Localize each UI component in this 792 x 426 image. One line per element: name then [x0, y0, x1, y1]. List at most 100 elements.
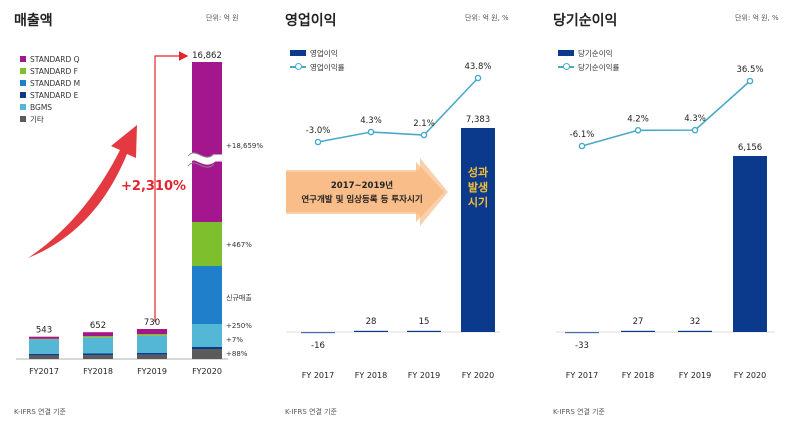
annotation-standard-q: +18,659%: [226, 142, 263, 150]
revenue-bar-segment-standard-m: [192, 266, 222, 324]
op-profit-footnote: K-IFRS 연결 기준: [285, 408, 337, 416]
net-income-footnote: K-IFRS 연결 기준: [553, 408, 605, 416]
net-income-title: 당기순이익: [553, 13, 618, 29]
op-profit-chart: -16 FY 2017 28 FY 2018 15 FY 2019 7,383 FY 2020…: [286, 62, 500, 380]
legend-label: BGMS: [30, 102, 53, 112]
revenue-value-label: 730: [144, 318, 160, 328]
revenue-category-label: FY2020: [192, 367, 222, 376]
category-label: FY 2020: [734, 371, 766, 380]
bar: [678, 330, 712, 332]
revenue-category-label: FY2019: [137, 367, 167, 376]
margin-point: [634, 126, 642, 134]
category-label: FY 2018: [622, 371, 654, 380]
category-label: FY 2019: [408, 371, 440, 380]
legend-item-other: 기타: [20, 113, 44, 125]
margin-point: [314, 138, 322, 146]
legend-label: STANDARD E: [30, 90, 79, 100]
annotation-standard-f: +467%: [226, 241, 252, 249]
annotation-standard-e: +7%: [226, 336, 243, 344]
op-profit-title: 영업이익: [285, 13, 337, 29]
revenue-footnote: K-IFRS 연결 기준: [14, 408, 66, 416]
revenue-value-labels: 543 652 730 16,862: [36, 51, 222, 336]
revenue-value-label: 16,862: [192, 51, 222, 61]
revenue-bar-segment-other: [137, 354, 167, 359]
revenue-bar-segment-standard-q: [137, 329, 167, 335]
bar: [354, 330, 388, 332]
legend-label: 당기순이익: [578, 48, 613, 58]
revenue-bar-segment-standard-q: [83, 332, 113, 337]
revenue-unit: 단위: 억 원: [206, 14, 239, 22]
bar-value-label: 15: [419, 317, 430, 327]
performance-period-word: 시기: [468, 195, 488, 209]
revenue-bar-segment-standard-e: [192, 347, 222, 349]
legend-label: 기타: [30, 114, 44, 124]
legend-swatch: [558, 50, 574, 56]
legend-item-net-income: 당기순이익: [558, 47, 613, 59]
annotation-bgms: +250%: [226, 322, 252, 330]
legend-label: STANDARD Q: [30, 54, 80, 64]
margin-point: [691, 126, 699, 134]
revenue-bar-segment-bgms: [192, 324, 222, 347]
growth-arrow: [28, 125, 137, 258]
revenue-bar-segment-standard-f: [137, 334, 167, 336]
margin-label: 43.8%: [464, 62, 491, 72]
category-label: FY 2020: [462, 371, 494, 380]
margin-line: [581, 80, 751, 147]
category-label: FY 2018: [355, 371, 387, 380]
revenue-value-label: 543: [36, 326, 52, 336]
category-label: FY 2017: [302, 371, 334, 380]
bar-value-label: 28: [366, 317, 377, 327]
bar-value-label: -33: [575, 341, 589, 351]
bar-value-label: 27: [633, 317, 644, 327]
revenue-bar-segment-other: [83, 355, 113, 359]
legend-swatch: [20, 116, 26, 122]
category-label: FY 2017: [566, 371, 598, 380]
bar-value-label: -16: [311, 341, 325, 351]
revenue-bar-segment-other: [192, 349, 222, 359]
margin-label: 2.1%: [413, 119, 435, 129]
legend-label: 영업이익률: [310, 62, 345, 72]
legend-label: STANDARD M: [30, 78, 81, 88]
margin-label: 4.2%: [627, 114, 649, 124]
legend-item-standard-q: STANDARD Q: [20, 53, 80, 65]
revenue-value-label: 652: [90, 321, 106, 331]
bar-value-label: 32: [690, 317, 701, 327]
revenue-title: 매출액: [14, 13, 53, 29]
legend-swatch: [20, 92, 26, 98]
revenue-category-labels: FY2017 FY2018 FY2019 FY2020: [29, 367, 222, 376]
margin-point: [578, 142, 586, 150]
revenue-bar-segment-bgms: [137, 335, 167, 353]
margin-label: 36.5%: [736, 65, 763, 75]
banner-line-2: 연구개발 및 임상등록 등 투자시기: [301, 194, 422, 205]
revenue-bar-segment-other: [29, 355, 59, 359]
revenue-category-label: FY2018: [83, 367, 113, 376]
revenue-bar-segment-bgms: [29, 339, 59, 354]
revenue-bar-segment-standard-q: [192, 62, 222, 222]
revenue-bar-segment-standard-e: [29, 353, 59, 356]
performance-period-word: 성과: [468, 165, 488, 179]
revenue-bars: [29, 62, 222, 359]
annotation-standard-m: 신규매출: [226, 293, 252, 302]
legend-swatch: [20, 56, 26, 62]
legend-item-standard-e: STANDARD E: [20, 89, 78, 101]
legend-label: 영업이익: [310, 48, 338, 58]
legend-swatch: [558, 63, 574, 70]
legend-item-standard-m: STANDARD M: [20, 77, 80, 89]
revenue-bar-segment-standard-q: [29, 336, 59, 339]
margin-label: -3.0%: [306, 126, 331, 136]
legend-swatch: [20, 104, 26, 110]
legend-item-bgms: BGMS: [20, 101, 52, 113]
bar: [733, 156, 767, 332]
bar: [461, 128, 495, 332]
margin-point: [420, 131, 428, 139]
growth-label: +2,310%: [121, 179, 186, 194]
legend-label: 당기순이익률: [578, 62, 620, 72]
bar: [565, 332, 599, 334]
bar: [407, 330, 441, 332]
legend-swatch: [20, 80, 26, 86]
margin-point: [474, 74, 482, 82]
margin-label: 4.3%: [684, 114, 706, 124]
margin-point: [367, 128, 375, 136]
